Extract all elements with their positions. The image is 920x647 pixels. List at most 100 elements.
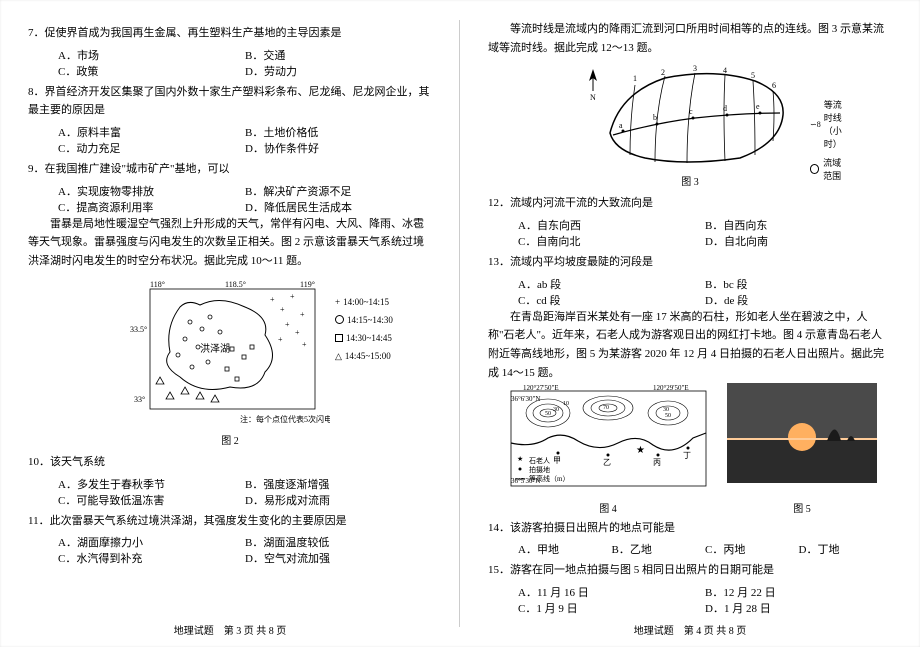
svg-text:30: 30	[553, 407, 559, 413]
q9-d: D．降低居民生活成本	[245, 199, 432, 215]
fig3-leg1: ∽8等流时线（小时）	[810, 98, 842, 150]
figure-4: 120°27'50"E 120°29'50"E 36°6'30"N 36°5'3…	[503, 383, 713, 515]
q12-d: D．自北向南	[705, 233, 892, 249]
q11-c: C．水汽得到补充	[58, 550, 245, 566]
svg-text:+: +	[285, 320, 290, 329]
q11-a: A．湖面摩擦力小	[58, 534, 245, 550]
q11-stem: 11．此次雷暴天气系统过境洪泽湖，其强度发生变化的主要原因是	[28, 512, 432, 531]
fig2-note: 注：每个点位代表5次闪电	[240, 414, 330, 424]
page-3: 7．促使界首成为我国再生金属、再生塑料生产基地的主导因素是 A．市场 B．交通 …	[0, 0, 460, 647]
q12-stem: 12．流域内河流干流的大致流向是	[488, 194, 892, 213]
q15-a: A．11 月 16 日	[518, 584, 705, 600]
svg-text:120°29'50"E: 120°29'50"E	[653, 384, 689, 392]
svg-text:10: 10	[563, 401, 569, 407]
svg-text:乙: 乙	[603, 458, 611, 467]
svg-text:70: 70	[603, 405, 609, 411]
svg-text:2: 2	[661, 68, 665, 77]
q13-d: D．de 段	[705, 292, 892, 308]
q13-a: A．ab 段	[518, 276, 705, 292]
svg-text:b: b	[653, 113, 657, 122]
fig2-lon1: 118°	[150, 280, 165, 289]
fig3-svg: N 1 2 3 4 5 6 a	[575, 63, 805, 168]
svg-text:4: 4	[723, 66, 727, 75]
q13-opts: A．ab 段 B．bc 段 C．cd 段 D．de 段	[488, 276, 892, 308]
q12-b: B．自西向东	[705, 217, 892, 233]
svg-text:等高线（m）: 等高线（m）	[529, 474, 569, 483]
q9-b: B．解决矿产资源不足	[245, 183, 432, 199]
svg-text:36°6'30"N: 36°6'30"N	[511, 395, 540, 403]
q7-stem: 7．促使界首成为我国再生金属、再生塑料生产基地的主导因素是	[28, 24, 432, 43]
figure-4-5-row: 120°27'50"E 120°29'50"E 36°6'30"N 36°5'3…	[488, 383, 892, 515]
svg-text:3: 3	[693, 64, 697, 73]
q7-b: B．交通	[245, 47, 432, 63]
svg-text:拍摄地: 拍摄地	[529, 465, 550, 474]
q10-b: B．强度逐渐增强	[245, 476, 432, 492]
svg-text:50: 50	[665, 413, 671, 419]
q14-b: B．乙地	[612, 541, 706, 557]
para-dengliushi: 等流时线是流域内的降雨汇流到河口所用时间相等的点的连线。图 3 示意某流域等流时…	[488, 20, 892, 57]
svg-text:+: +	[290, 292, 295, 301]
svg-text:★: ★	[636, 445, 645, 456]
q14-opts: A．甲地 B．乙地 C．丙地 D．丁地	[488, 541, 892, 557]
para-leibao: 雷暴是局地性暖湿空气强烈上升形成的天气，常伴有闪电、大风、降雨、冰雹等天气现象。…	[28, 215, 432, 271]
q14-a: A．甲地	[518, 541, 612, 557]
page-4: 等流时线是流域内的降雨汇流到河口所用时间相等的点的连线。图 3 示意某流域等流时…	[460, 0, 920, 647]
q7-opts: A．市场 B．交通 C．政策 D．劳动力	[28, 47, 432, 79]
svg-text:+: +	[270, 295, 275, 304]
svg-text:丁: 丁	[683, 451, 691, 460]
q8-c: C．动力充足	[58, 140, 245, 156]
svg-text:甲: 甲	[553, 456, 561, 465]
para-shilaoren: 在青岛距海岸百米某处有一座 17 米高的石柱，形如老人坐在碧波之中，人称"石老人…	[488, 308, 892, 383]
figure-2: 洪泽湖 118° 118.5° 119° 33° 33.5° +++ +++ +…	[28, 277, 432, 447]
footer-right: 地理试题 第 4 页 共 8 页	[460, 622, 920, 637]
fig5-caption: 图 5	[727, 500, 877, 515]
q7-a: A．市场	[58, 47, 245, 63]
svg-text:120°27'50"E: 120°27'50"E	[523, 384, 559, 392]
q14-c: C．丙地	[705, 541, 799, 557]
q13-b: B．bc 段	[705, 276, 892, 292]
q11-d: D．空气对流加强	[245, 550, 432, 566]
q8-b: B．土地价格低	[245, 124, 432, 140]
q10-stem: 10．该天气系统	[28, 453, 432, 472]
q9-c: C．提高资源利用率	[58, 199, 245, 215]
q15-c: C．1 月 9 日	[518, 600, 705, 616]
fig2-lat2: 33.5°	[130, 325, 147, 334]
fig2-leg-2: 14:15~14:30	[335, 315, 393, 325]
fig2-caption: 图 2	[28, 432, 432, 447]
fig2-lon3: 119°	[300, 280, 315, 289]
q11-opts: A．湖面摩擦力小 B．湖面温度较低 C．水汽得到补充 D．空气对流加强	[28, 534, 432, 566]
fig2-svg: 洪泽湖 118° 118.5° 119° 33° 33.5° +++ +++ +…	[130, 277, 330, 427]
svg-text:★: ★	[517, 455, 523, 463]
svg-text:+: +	[300, 310, 305, 319]
q7-d: D．劳动力	[245, 63, 432, 79]
q15-stem: 15．游客在同一地点拍摄与图 5 相同日出照片的日期可能是	[488, 561, 892, 580]
q10-d: D．易形成对流雨	[245, 492, 432, 508]
q9-stem: 9．在我国推广建设"城市矿产"基地，可以	[28, 160, 432, 179]
svg-text:6: 6	[772, 81, 776, 90]
fig4-svg: 120°27'50"E 120°29'50"E 36°6'30"N 36°5'3…	[503, 383, 713, 498]
q10-c: C．可能导致低温冻害	[58, 492, 245, 508]
fig3-north: N	[590, 93, 596, 102]
sheet: 7．促使界首成为我国再生金属、再生塑料生产基地的主导因素是 A．市场 B．交通 …	[0, 0, 920, 647]
svg-text:e: e	[756, 102, 760, 111]
fig2-lat1: 33°	[134, 395, 145, 404]
q8-stem: 8．界首经济开发区集聚了国内外数十家生产塑料彩条布、尼龙绳、尼龙网企业，其最主要…	[28, 83, 432, 120]
q13-stem: 13．流域内平均坡度最陡的河段是	[488, 253, 892, 272]
svg-text:石老人: 石老人	[529, 456, 550, 465]
q8-opts: A．原料丰富 B．土地价格低 C．动力充足 D．协作条件好	[28, 124, 432, 156]
fig3-leg2: 流域范围	[810, 156, 842, 182]
q11-b: B．湖面温度较低	[245, 534, 432, 550]
svg-text:c: c	[689, 107, 693, 116]
q12-c: C．自南向北	[518, 233, 705, 249]
svg-text:+: +	[278, 335, 283, 344]
q13-c: C．cd 段	[518, 292, 705, 308]
svg-text:a: a	[619, 121, 623, 130]
svg-text:50: 50	[545, 411, 551, 417]
fig2-legend: +14:00~14:15 14:15~14:30 14:30~14:45 △14…	[335, 297, 393, 362]
q10-opts: A．多发生于春秋季节 B．强度逐渐增强 C．可能导致低温冻害 D．易形成对流雨	[28, 476, 432, 508]
fig5-svg	[727, 383, 877, 498]
q8-d: D．协作条件好	[245, 140, 432, 156]
q7-c: C．政策	[58, 63, 245, 79]
svg-text:1: 1	[633, 74, 637, 83]
svg-text:+: +	[302, 340, 307, 349]
